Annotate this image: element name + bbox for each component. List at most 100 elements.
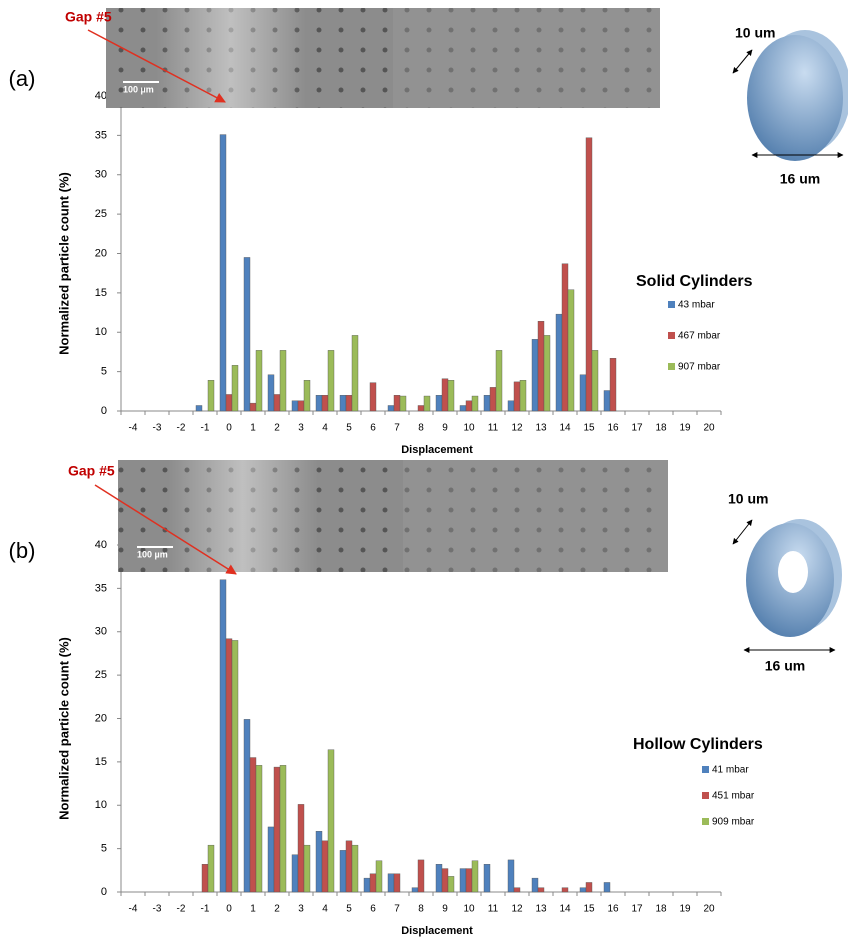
y-tick-label: 20 (95, 247, 107, 259)
x-tick-label: 18 (655, 423, 667, 434)
bar (489, 387, 497, 412)
solid-cylinder (747, 30, 848, 161)
scale-bar-label: 100 µm (123, 84, 154, 94)
bar (315, 395, 323, 412)
bar (507, 859, 515, 893)
x-tick-label: 5 (346, 423, 352, 434)
bar (273, 766, 281, 893)
x-tick-label: 13 (535, 423, 547, 434)
bar (345, 840, 353, 893)
bar (351, 844, 359, 893)
x-tick-label: 3 (298, 423, 304, 434)
y-tick-label: 25 (95, 669, 107, 681)
bar (297, 400, 305, 412)
bar (531, 339, 539, 412)
y-tick-label: 0 (101, 886, 107, 898)
bar (243, 719, 251, 893)
bar (417, 859, 425, 893)
bar (369, 382, 377, 412)
bar (483, 864, 491, 893)
bar (327, 749, 335, 893)
x-tick-label: 12 (511, 904, 523, 915)
bar (471, 395, 479, 412)
bar (483, 395, 491, 412)
x-tick-label: 1 (250, 904, 256, 915)
bar (435, 864, 443, 893)
y-tick-label: 15 (95, 756, 107, 768)
y-tick-label: 15 (95, 287, 107, 299)
x-tick-label: -4 (129, 904, 138, 915)
panel-label: (b) (9, 538, 36, 563)
y-tick-label: 5 (101, 843, 107, 855)
x-tick-label: 20 (703, 423, 715, 434)
bar (393, 873, 401, 893)
bar (435, 395, 443, 412)
x-tick-label: -3 (153, 423, 162, 434)
x-tick-label: 8 (418, 904, 424, 915)
x-tick-label: 2 (274, 904, 280, 915)
x-tick-label: 6 (370, 423, 376, 434)
sem-image-right (403, 460, 668, 572)
x-tick-label: 0 (226, 904, 232, 915)
bar (273, 394, 281, 412)
bar (207, 844, 215, 893)
bar (441, 378, 449, 412)
x-tick-label: 8 (418, 423, 424, 434)
bar (231, 365, 239, 412)
x-tick-label: 15 (583, 904, 595, 915)
depth-label: 10 um (735, 25, 775, 41)
y-tick-label: 10 (95, 799, 107, 811)
y-tick-label: 40 (95, 539, 107, 551)
x-tick-label: 4 (322, 904, 328, 915)
x-tick-label: 17 (631, 904, 643, 915)
y-tick-label: 10 (95, 326, 107, 338)
x-tick-label: -4 (129, 423, 138, 434)
x-tick-label: 13 (535, 904, 547, 915)
legend-label: 41 mbar (712, 765, 749, 776)
legend-label: 43 mbar (678, 300, 715, 311)
bar (603, 882, 611, 893)
bar (303, 844, 311, 893)
bar (603, 390, 611, 412)
bar (249, 402, 257, 412)
bar (363, 877, 371, 893)
legend-swatch (702, 792, 709, 799)
legend-label: 467 mbar (678, 331, 721, 342)
sem-glow (168, 460, 318, 572)
bar (321, 840, 329, 893)
bar (339, 395, 347, 412)
x-tick-label: 7 (394, 904, 400, 915)
bar (267, 374, 275, 412)
x-tick-label: 19 (679, 423, 691, 434)
x-tick-label: 12 (511, 423, 523, 434)
legend-swatch (668, 332, 675, 339)
bar (399, 395, 407, 412)
bar (513, 381, 521, 412)
bar (279, 765, 287, 893)
gap-arrow (87, 29, 226, 103)
bar (303, 380, 311, 412)
bar (537, 887, 545, 893)
bar (417, 405, 425, 412)
legend-label: 907 mbar (678, 362, 721, 373)
x-tick-label: 16 (607, 904, 619, 915)
legend-title: Hollow Cylinders (633, 736, 763, 753)
bar (471, 860, 479, 893)
diameter-label: 16 um (780, 171, 820, 187)
x-tick-label: 14 (559, 423, 571, 434)
bar (459, 868, 467, 893)
bar (255, 765, 263, 893)
legend-label: 909 mbar (712, 817, 755, 828)
bar (243, 257, 251, 412)
panel-label: (a) (9, 66, 36, 91)
bar (219, 134, 227, 412)
bar (519, 380, 527, 412)
bar (585, 137, 593, 412)
bar (291, 400, 299, 412)
bar (369, 873, 377, 893)
y-tick-label: 30 (95, 626, 107, 638)
bar (459, 405, 467, 412)
bar (465, 868, 473, 893)
y-axis-title: Normalized particle count (%) (56, 172, 71, 355)
